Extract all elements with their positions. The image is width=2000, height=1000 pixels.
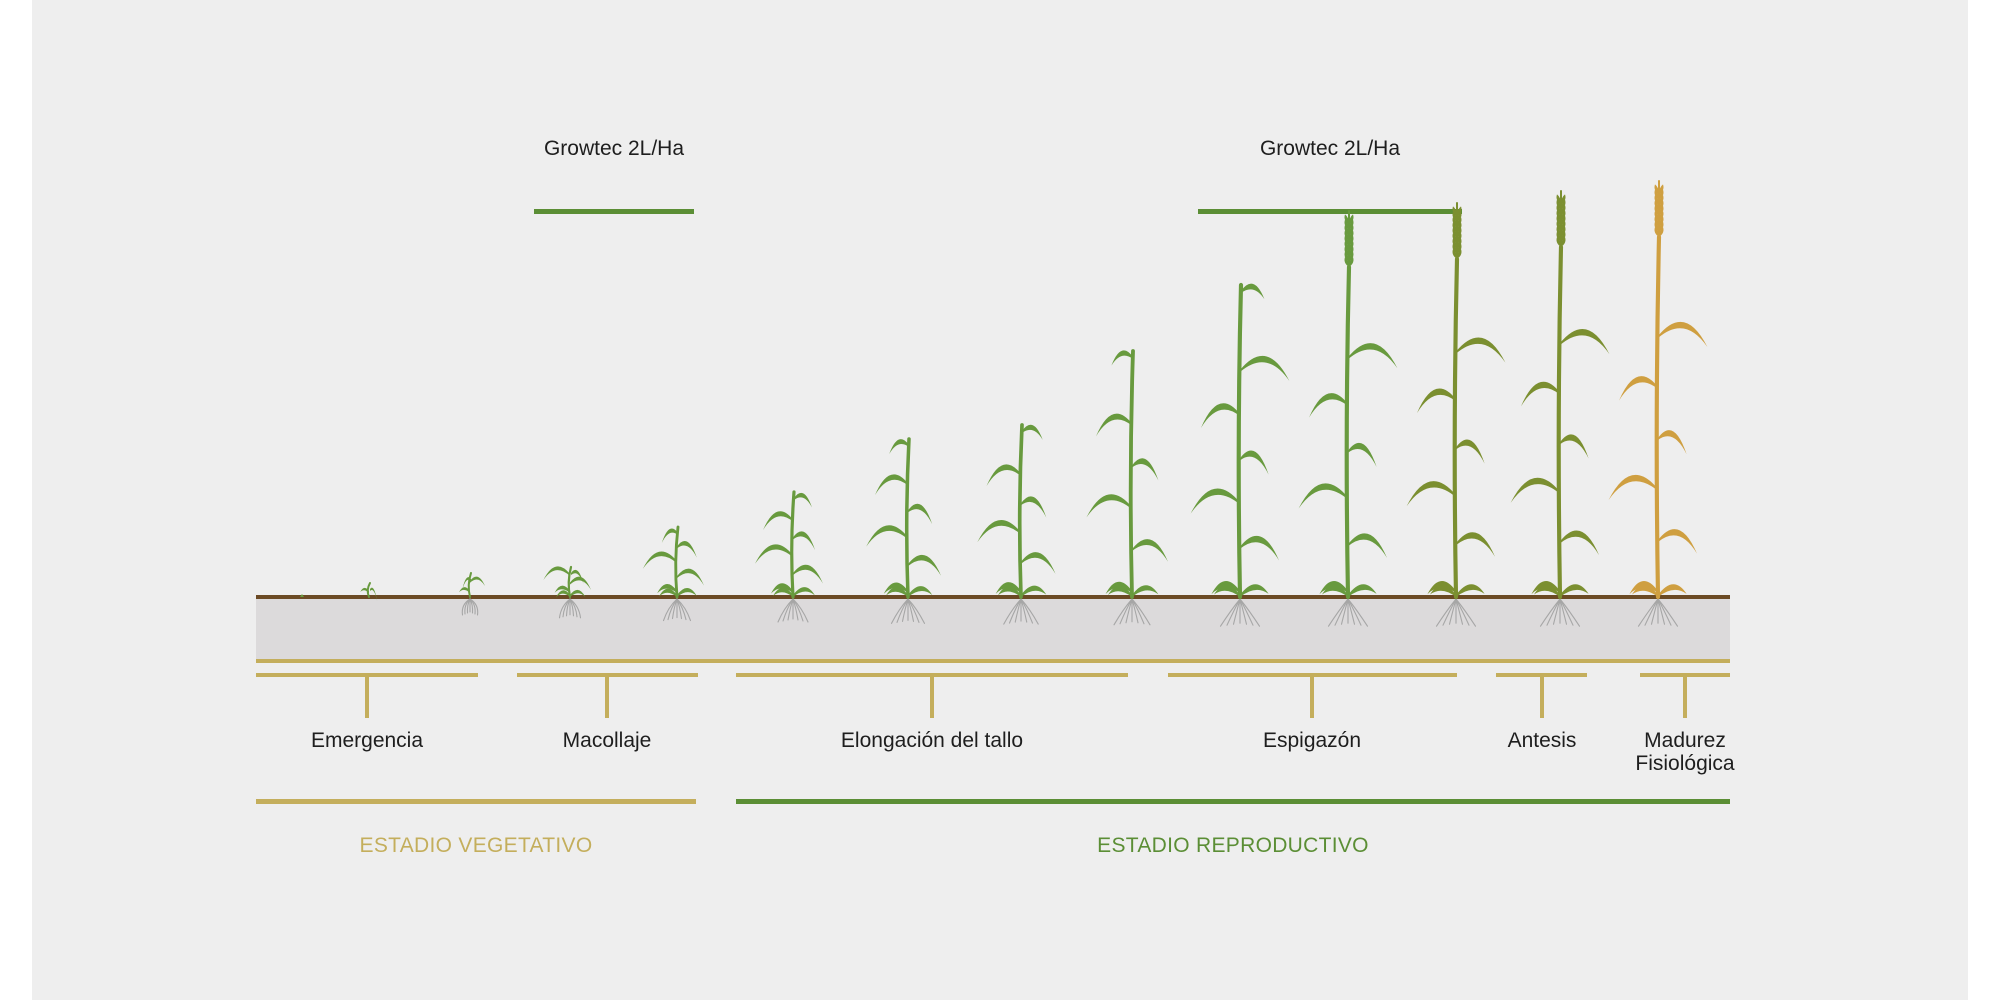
diagram-canvas: Growtec 2L/Ha Growtec 2L/Ha Emergencia M… [32,0,1968,1000]
wheat-plant-10 [1190,282,1290,600]
stage-bar-vegetative [256,799,696,804]
roots-6 [777,598,809,623]
stage-label-vegetative: ESTADIO VEGETATIVO [359,834,593,857]
application-label-1: Growtec 2L/Ha [543,137,685,160]
roots [461,598,1679,627]
stage-label-reproductive: ESTADIO REPRODUCTIVO [1097,834,1369,857]
stage-bar-reproductive [736,799,1730,804]
application-bar-2 [1198,209,1462,214]
phase-label-madurez-line2: Fisiológica [1635,752,1735,775]
phase-label-antesis: Antesis [1507,729,1577,752]
phase-label-madurez-line1: Madurez [1644,729,1726,752]
wheat-plant-1 [300,594,304,597]
wheat-plant-8 [977,423,1056,599]
wheat-plant-11 [1298,210,1398,600]
wheat-plant-2 [360,582,378,602]
wheat-spike-11 [1344,210,1354,268]
plants [300,180,1708,602]
application-label-2: Growtec 2L/Ha [1259,137,1401,160]
roots-9 [1113,598,1151,626]
phase-label-emergencia: Emergencia [310,729,424,752]
wheat-plant-7 [866,437,941,599]
roots-4 [558,598,582,619]
wheat-spike-12 [1452,202,1462,260]
roots-14 [1637,598,1679,627]
roots-13 [1539,598,1581,627]
wheat-spike-13 [1556,190,1566,248]
growth-diagram [256,180,1730,718]
phase-label-elongacion: Elongación del tallo [840,729,1024,752]
wheat-spike-14 [1654,180,1664,238]
wheat-plant-6 [755,490,823,599]
phase-label-espigazon: Espigazón [1262,729,1362,752]
roots-10 [1219,598,1261,627]
soil-band [256,597,1730,661]
roots-5 [662,598,692,622]
wheat-plant-3 [459,572,485,598]
roots-7 [890,598,926,624]
phase-label-macollaje: Macollaje [562,729,652,752]
wheat-plant-13 [1510,190,1610,600]
application-bar-1 [534,209,694,214]
roots-11 [1327,598,1369,627]
wheat-plant-9 [1086,349,1168,599]
roots-3 [461,598,479,616]
phase-brackets [256,673,1730,718]
roots-8 [1003,598,1039,625]
phase-label-madurez: Madurez Fisiológica [1635,729,1734,775]
roots-12 [1435,598,1477,627]
wheat-plant-14 [1608,180,1708,600]
wheat-plant-12 [1406,202,1506,600]
wheat-plant-5 [642,525,704,599]
wheat-plant-4 [543,565,591,599]
